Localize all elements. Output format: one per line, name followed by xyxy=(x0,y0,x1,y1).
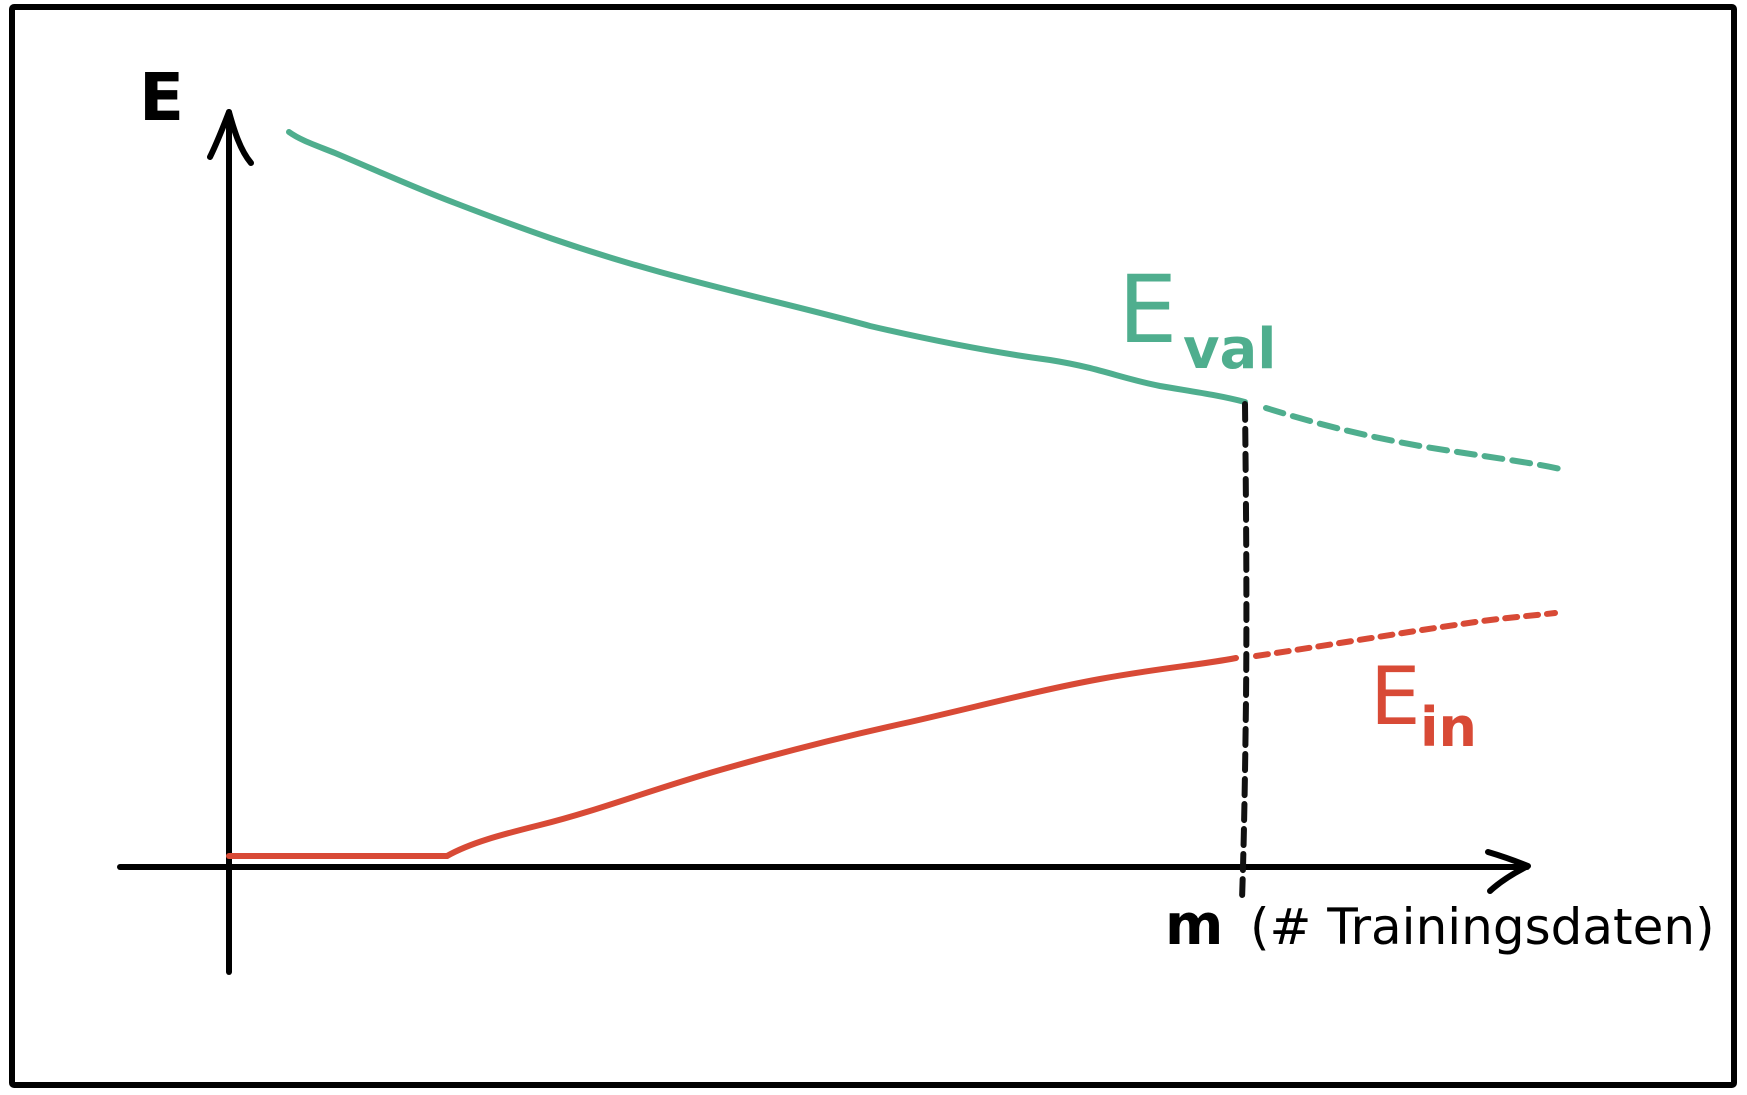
in-sample-curve-solid xyxy=(444,655,1239,859)
x-axis-arrowhead xyxy=(1485,849,1531,894)
in-sample-label-subscript: in xyxy=(1420,696,1477,759)
validation-curve-solid xyxy=(286,129,1248,405)
m-marker-line xyxy=(1239,401,1250,903)
in-sample-curve-label: E in xyxy=(1370,650,1477,759)
in-sample-label-main: E xyxy=(1370,650,1421,743)
validation-label-main: E xyxy=(1118,256,1177,365)
validation-label-subscript: val xyxy=(1183,317,1277,382)
y-axis-arrowhead xyxy=(207,109,254,166)
validation-curve-label: E val xyxy=(1118,256,1277,382)
x-axis-label: m (# Trainingsdaten) xyxy=(1165,893,1715,958)
diagram-frame xyxy=(9,4,1737,1088)
y-axis-label: E xyxy=(139,59,184,136)
in-sample-curve-dashed xyxy=(1253,610,1558,659)
x-axis-description: (# Trainingsdaten) xyxy=(1250,898,1715,956)
x-axis-variable: m xyxy=(1165,893,1223,958)
validation-curve-dashed xyxy=(1263,405,1568,473)
